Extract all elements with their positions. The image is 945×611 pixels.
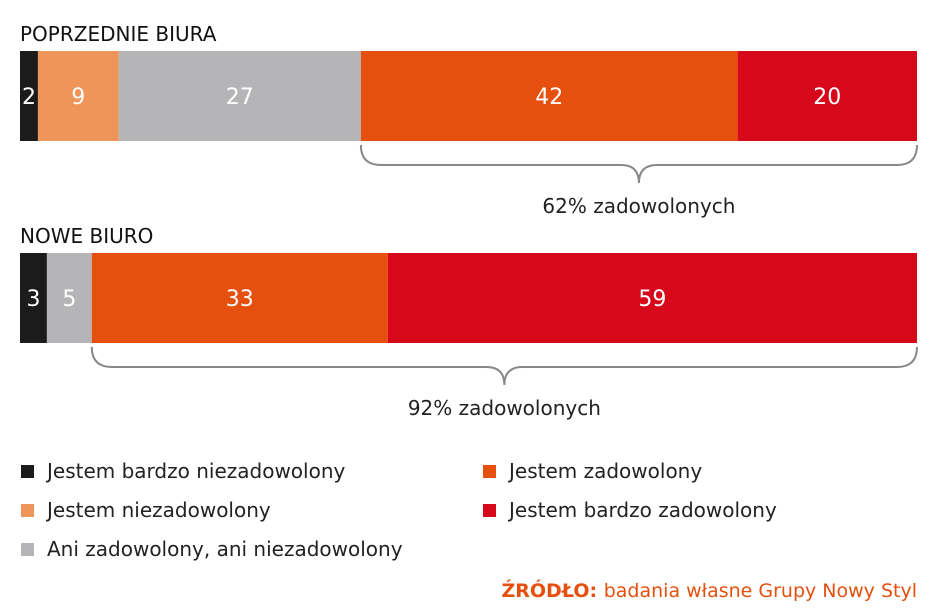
brace bbox=[359, 144, 918, 184]
legend-label: Jestem bardzo niezadowolony bbox=[45, 459, 346, 483]
source-note: ŹRÓDŁO: badania własne Grupy Nowy Styl bbox=[502, 578, 918, 602]
legend-swatch bbox=[21, 504, 34, 517]
data-label: 9 bbox=[71, 85, 85, 110]
data-label: 42 bbox=[535, 85, 563, 110]
data-label: 5 bbox=[62, 287, 76, 312]
legend-label: Jestem bardzo zadowolony bbox=[507, 498, 777, 522]
bar-segment bbox=[20, 51, 38, 141]
bar-segment bbox=[46, 253, 92, 343]
data-label: 59 bbox=[638, 287, 666, 312]
group-title: NOWE BIURO bbox=[20, 224, 153, 248]
group-title: POPRZEDNIE BIURA bbox=[20, 22, 217, 46]
legend-swatch bbox=[21, 465, 34, 478]
bar-segment bbox=[737, 51, 917, 141]
source-text: badania własne Grupy Nowy Styl bbox=[604, 580, 917, 602]
legend-swatch bbox=[21, 543, 34, 556]
data-label: 27 bbox=[226, 85, 254, 110]
legend-swatch bbox=[483, 504, 496, 517]
data-label: 20 bbox=[813, 85, 841, 110]
bar-segment bbox=[360, 51, 738, 141]
legend-label: Jestem niezadowolony bbox=[45, 498, 271, 522]
data-label: 33 bbox=[226, 287, 254, 312]
legend-label: Ani zadowolony, ani niezadowolony bbox=[47, 537, 403, 561]
brace-label: 92% zadowolonych bbox=[408, 396, 601, 420]
legend-label: Jestem zadowolony bbox=[507, 459, 702, 483]
bar-segment bbox=[118, 51, 361, 141]
data-label: 3 bbox=[26, 287, 40, 312]
legend-swatch bbox=[483, 465, 496, 478]
data-label: 2 bbox=[22, 85, 36, 110]
bar-segment bbox=[91, 253, 388, 343]
bar-segment bbox=[37, 51, 119, 141]
brace-label: 62% zadowolonych bbox=[542, 194, 735, 218]
brace bbox=[90, 346, 918, 386]
bar-segment bbox=[387, 253, 917, 343]
bar-segment bbox=[20, 253, 47, 343]
source-label: ŹRÓDŁO: bbox=[502, 578, 604, 602]
